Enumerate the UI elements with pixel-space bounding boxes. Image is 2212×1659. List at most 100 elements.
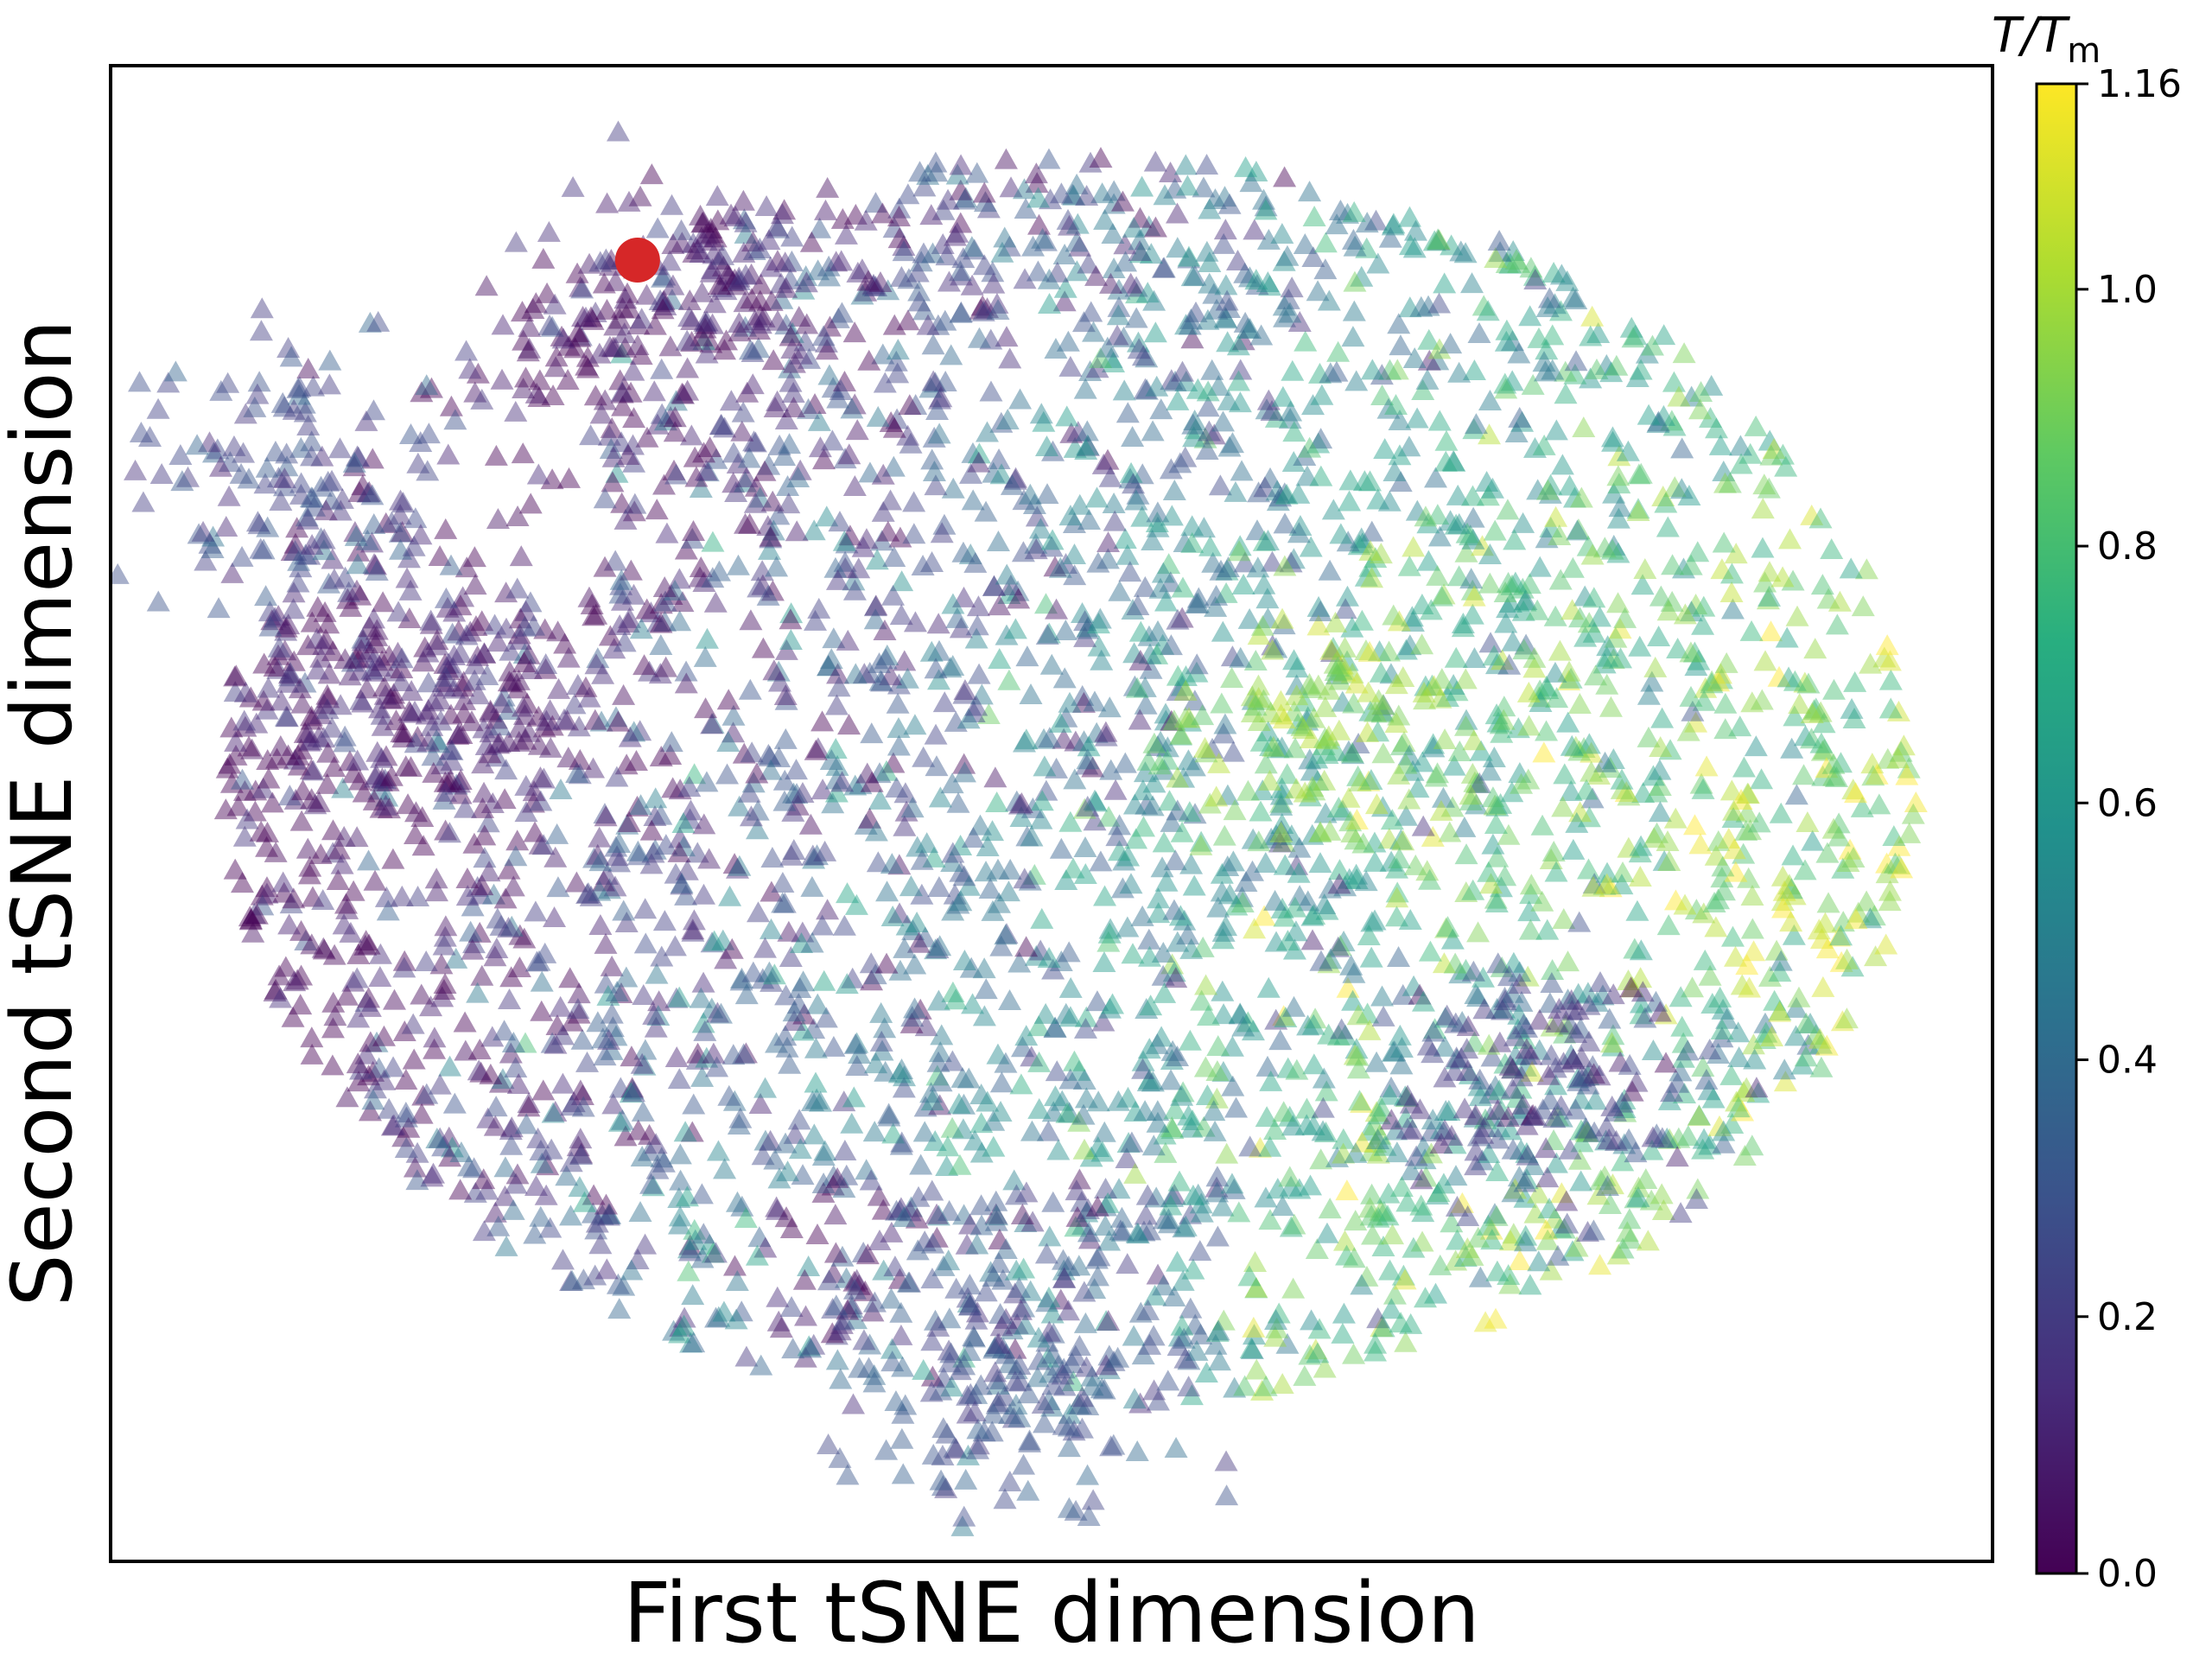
- scatter-point: [1112, 379, 1136, 401]
- scatter-point: [255, 698, 279, 720]
- scatter-point: [1471, 535, 1495, 556]
- scatter-point: [1455, 1236, 1479, 1258]
- scatter-point: [765, 556, 789, 577]
- scatter-point: [1637, 683, 1661, 705]
- scatter-point: [1146, 516, 1170, 537]
- scatter-point: [879, 1287, 903, 1309]
- scatter-point: [746, 818, 770, 840]
- scatter-point: [750, 560, 774, 582]
- scatter-point: [1388, 444, 1412, 466]
- scatter-point: [399, 680, 423, 702]
- scatter-point: [1644, 781, 1669, 803]
- scatter-point: [1487, 1116, 1511, 1138]
- scatter-point: [348, 584, 372, 606]
- scatter-point: [1064, 1344, 1088, 1366]
- scatter-point: [1130, 463, 1154, 485]
- scatter-point: [1794, 1012, 1818, 1033]
- scatter-point: [1135, 282, 1160, 303]
- scatter-point: [1537, 1198, 1561, 1219]
- scatter-point: [1682, 641, 1707, 663]
- scatter-point: [721, 1044, 746, 1065]
- scatter-point: [1465, 793, 1489, 815]
- scatter-point: [1387, 763, 1411, 785]
- scatter-point: [1074, 438, 1098, 460]
- scatter-point: [518, 315, 542, 337]
- scatter-point: [1333, 636, 1357, 658]
- scatter-point: [1897, 757, 1921, 779]
- scatter-point: [283, 970, 307, 992]
- scatter-point: [361, 660, 385, 682]
- scatter-point: [962, 1325, 986, 1347]
- scatter-point: [534, 658, 558, 679]
- scatter-point: [1237, 607, 1262, 629]
- scatter-point: [1739, 620, 1764, 641]
- scatter-point: [934, 1477, 958, 1498]
- scatter-point: [588, 1233, 613, 1255]
- scatter-point: [1427, 338, 1452, 359]
- scatter-point: [1097, 922, 1122, 944]
- scatter-point: [467, 921, 492, 943]
- scatter-point: [479, 701, 503, 722]
- scatter-point: [774, 408, 798, 429]
- scatter-point: [617, 810, 641, 832]
- scatter-point: [1240, 701, 1264, 722]
- scatter-point: [394, 1101, 418, 1122]
- scatter-point: [1355, 237, 1379, 258]
- scatter-point: [1096, 531, 1121, 553]
- scatter-point: [615, 282, 639, 303]
- scatter-point: [1663, 889, 1688, 911]
- scatter-point: [1515, 1168, 1539, 1190]
- scatter-point: [1588, 1254, 1612, 1275]
- scatter-point: [289, 436, 313, 458]
- scatter-point: [1012, 178, 1036, 200]
- scatter-point: [619, 1082, 643, 1103]
- scatter-point: [504, 231, 528, 252]
- scatter-point: [1858, 907, 1882, 929]
- scatter-point: [759, 1129, 783, 1151]
- scatter-point: [1740, 691, 1764, 713]
- scatter-point: [1183, 690, 1207, 711]
- scatter-point: [1384, 394, 1408, 416]
- scatter-point: [410, 381, 434, 403]
- scatter-point: [1014, 728, 1039, 750]
- scatter-point: [1709, 668, 1733, 690]
- scatter-point: [956, 1444, 980, 1465]
- scatter-point: [678, 1234, 702, 1255]
- scatter-point: [698, 436, 722, 458]
- scatter-point: [877, 1105, 901, 1127]
- scatter-point: [1454, 541, 1478, 563]
- scatter-point: [1170, 607, 1194, 628]
- scatter-point: [1478, 760, 1502, 781]
- scatter-point: [1073, 836, 1097, 858]
- scatter-point: [1624, 1071, 1649, 1092]
- scatter-point: [957, 1294, 982, 1316]
- scatter-point: [424, 880, 448, 902]
- scatter-point: [951, 247, 976, 269]
- scatter-point: [346, 540, 371, 562]
- scatter-point: [523, 1223, 547, 1244]
- scatter-point: [766, 390, 790, 411]
- scatter-point: [569, 1079, 593, 1101]
- scatter-point: [855, 1243, 880, 1265]
- scatter-point: [1516, 768, 1541, 790]
- scatter-point: [1522, 264, 1547, 286]
- scatter-point: [1272, 613, 1296, 635]
- scatter-point: [987, 448, 1011, 470]
- scatter-point: [409, 431, 433, 453]
- scatter-point: [985, 791, 1009, 813]
- scatter-point: [694, 223, 718, 245]
- scatter-point: [1142, 289, 1166, 311]
- scatter-point: [1135, 378, 1159, 400]
- scatter-point: [1402, 536, 1426, 557]
- scatter-point: [1729, 789, 1753, 810]
- scatter-point: [746, 901, 770, 923]
- scatter-point: [1243, 695, 1268, 716]
- scatter-point: [1128, 709, 1152, 730]
- scatter-point: [1213, 306, 1237, 327]
- scatter-point: [842, 1278, 867, 1300]
- scatter-point: [1346, 733, 1370, 754]
- scatter-point: [1052, 1267, 1077, 1288]
- colorbar-tick-label: 0.8: [2097, 524, 2158, 569]
- scatter-point: [388, 521, 412, 543]
- scatter-point: [1173, 679, 1198, 701]
